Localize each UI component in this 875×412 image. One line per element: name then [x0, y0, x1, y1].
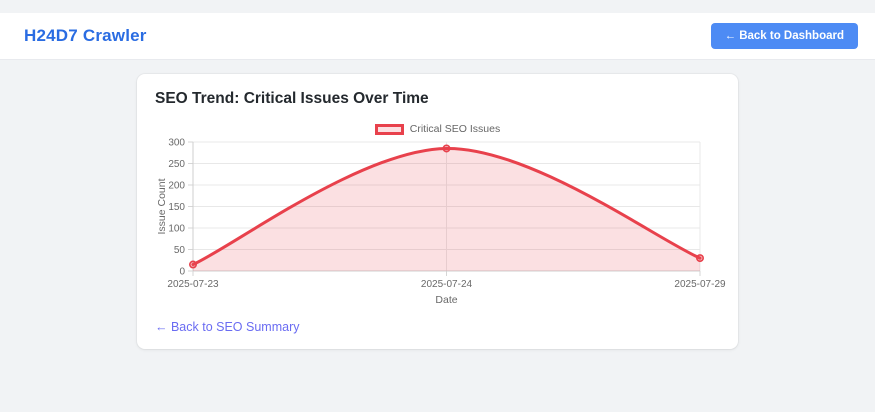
main-content: SEO Trend: Critical Issues Over Time Cri…: [0, 60, 875, 349]
data-point: [442, 144, 451, 153]
x-tick-label: 2025-07-24: [421, 279, 473, 290]
chart-legend-item[interactable]: Critical SEO Issues: [155, 123, 720, 135]
x-axis-title: Date: [435, 294, 457, 306]
y-tick-label: 100: [168, 224, 185, 235]
back-to-seo-summary-link[interactable]: ← Back to SEO Summary: [155, 320, 300, 334]
card-title: SEO Trend: Critical Issues Over Time: [155, 90, 429, 107]
y-tick-label: 50: [174, 245, 186, 256]
data-point: [188, 260, 197, 269]
series-line: [191, 146, 702, 267]
y-tick-label: 250: [168, 159, 185, 170]
y-tick-label: 150: [168, 202, 185, 213]
y-axis-title: Issue Count: [156, 178, 168, 234]
data-point: [695, 254, 704, 263]
series-area: [193, 148, 700, 271]
legend-label: Critical SEO Issues: [409, 123, 501, 135]
y-tick-label: 300: [168, 138, 185, 149]
x-tick-label: 2025-07-29: [674, 279, 726, 290]
app-header: H24D7 Crawler ← Back to Dashboard: [0, 13, 875, 60]
seo-trend-card: SEO Trend: Critical Issues Over Time Cri…: [137, 74, 738, 349]
chart-canvas[interactable]: 0 50 100 150 200 250 300 2025-07-23 2025-07-24 20…: [155, 117, 726, 307]
app-title: H24D7 Crawler: [24, 26, 147, 45]
back-to-dashboard-button[interactable]: ← Back to Dashboard: [710, 23, 858, 49]
x-tick-label: 2025-07-23: [167, 279, 219, 290]
legend-swatch: [374, 123, 404, 135]
y-tick-label: 0: [179, 267, 185, 278]
y-tick-label: 200: [168, 181, 185, 192]
seo-trend-chart: Critical SEO Issues 0 50 100 150 200 250 300 20…: [155, 117, 726, 307]
